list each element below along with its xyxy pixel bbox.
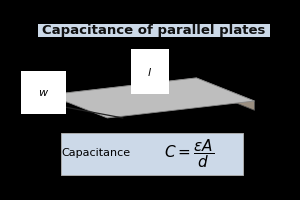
Text: $C = \dfrac{\varepsilon A}{d}$: $C = \dfrac{\varepsilon A}{d}$: [164, 137, 214, 170]
Polygon shape: [196, 78, 254, 110]
Polygon shape: [49, 78, 254, 118]
FancyBboxPatch shape: [61, 133, 243, 175]
Text: $l$: $l$: [147, 66, 152, 78]
Polygon shape: [49, 78, 196, 104]
Text: Capacitance of parallel plates: Capacitance of parallel plates: [42, 24, 266, 37]
Text: $w$: $w$: [38, 88, 49, 98]
FancyBboxPatch shape: [38, 24, 270, 37]
Text: Capacitance: Capacitance: [61, 148, 130, 158]
